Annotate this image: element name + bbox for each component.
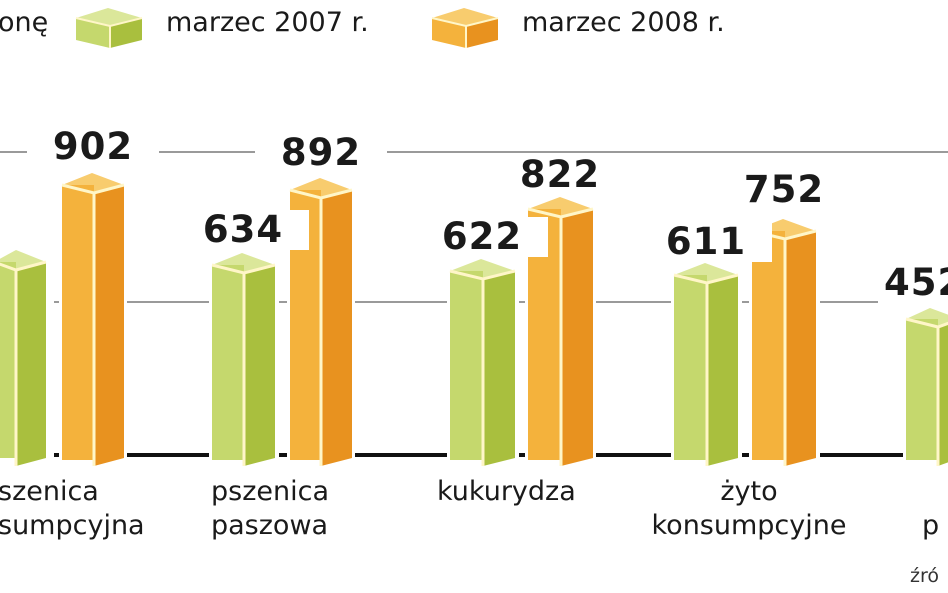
legend-label-2007: marzec 2007 r.: [166, 7, 369, 38]
legend-title-fragment: onę: [0, 7, 49, 38]
value-label-2008-pszenica-konsumpcyjna: 902: [27, 127, 159, 167]
category-label-line1: kukurydza: [437, 476, 576, 507]
value-label-2007-partial: 452: [878, 263, 948, 303]
source-note: źró: [910, 565, 939, 587]
category-label-line1: pszenica: [211, 476, 329, 507]
gridline-upper: [0, 151, 948, 153]
bar-2007-kukurydza: [447, 256, 519, 470]
category-label-line1: szenica: [0, 476, 99, 507]
category-label-line2: sumpcyjna: [0, 510, 145, 541]
value-label-2008-zyto-konsumpcyjne: 752: [718, 170, 850, 210]
value-label-2007-pszenica-paszowa: 634: [177, 210, 309, 250]
legend-label-2008: marzec 2008 r.: [522, 7, 725, 38]
bar-2008-zyto-konsumpcyjne: [749, 216, 820, 470]
value-label-2008-pszenica-paszowa: 892: [255, 133, 387, 173]
category-label-line2: paszowa: [211, 510, 329, 541]
bar-2007-partial: [903, 304, 948, 470]
bar-2007-zyto-konsumpcyjne: [671, 260, 742, 470]
category-label-kukurydza: kukurydza: [437, 475, 576, 509]
value-label-2007-pszenica-konsumpcyjna: 51: [0, 198, 40, 238]
bar-2007-pszenica-konsumpcyjna: [0, 250, 54, 466]
bar-2007-pszenica-paszowa: [209, 250, 279, 470]
value-label-2008-kukurydza: 822: [494, 155, 626, 195]
category-label-pszenica-paszowa: pszenica paszowa: [211, 475, 329, 543]
value-label-2007-kukurydza: 622: [416, 217, 548, 257]
category-label-line1: p: [922, 510, 940, 541]
legend-green-cube-icon: [75, 8, 143, 48]
category-label-line2: konsumpcyjne: [651, 510, 847, 541]
legend-orange-cube-icon: [431, 8, 499, 48]
category-label-partial: p: [922, 509, 939, 543]
category-label-pszenica-konsumpcyjna: szenica sumpcyjna: [0, 475, 145, 543]
bar-2008-pszenica-konsumpcyjna: [59, 170, 127, 470]
category-label-zyto-konsumpcyjne: żyto konsumpcyjne: [633, 475, 865, 543]
category-label-line1: żyto: [720, 476, 778, 507]
value-label-2007-zyto-konsumpcyjne: 611: [640, 222, 772, 262]
